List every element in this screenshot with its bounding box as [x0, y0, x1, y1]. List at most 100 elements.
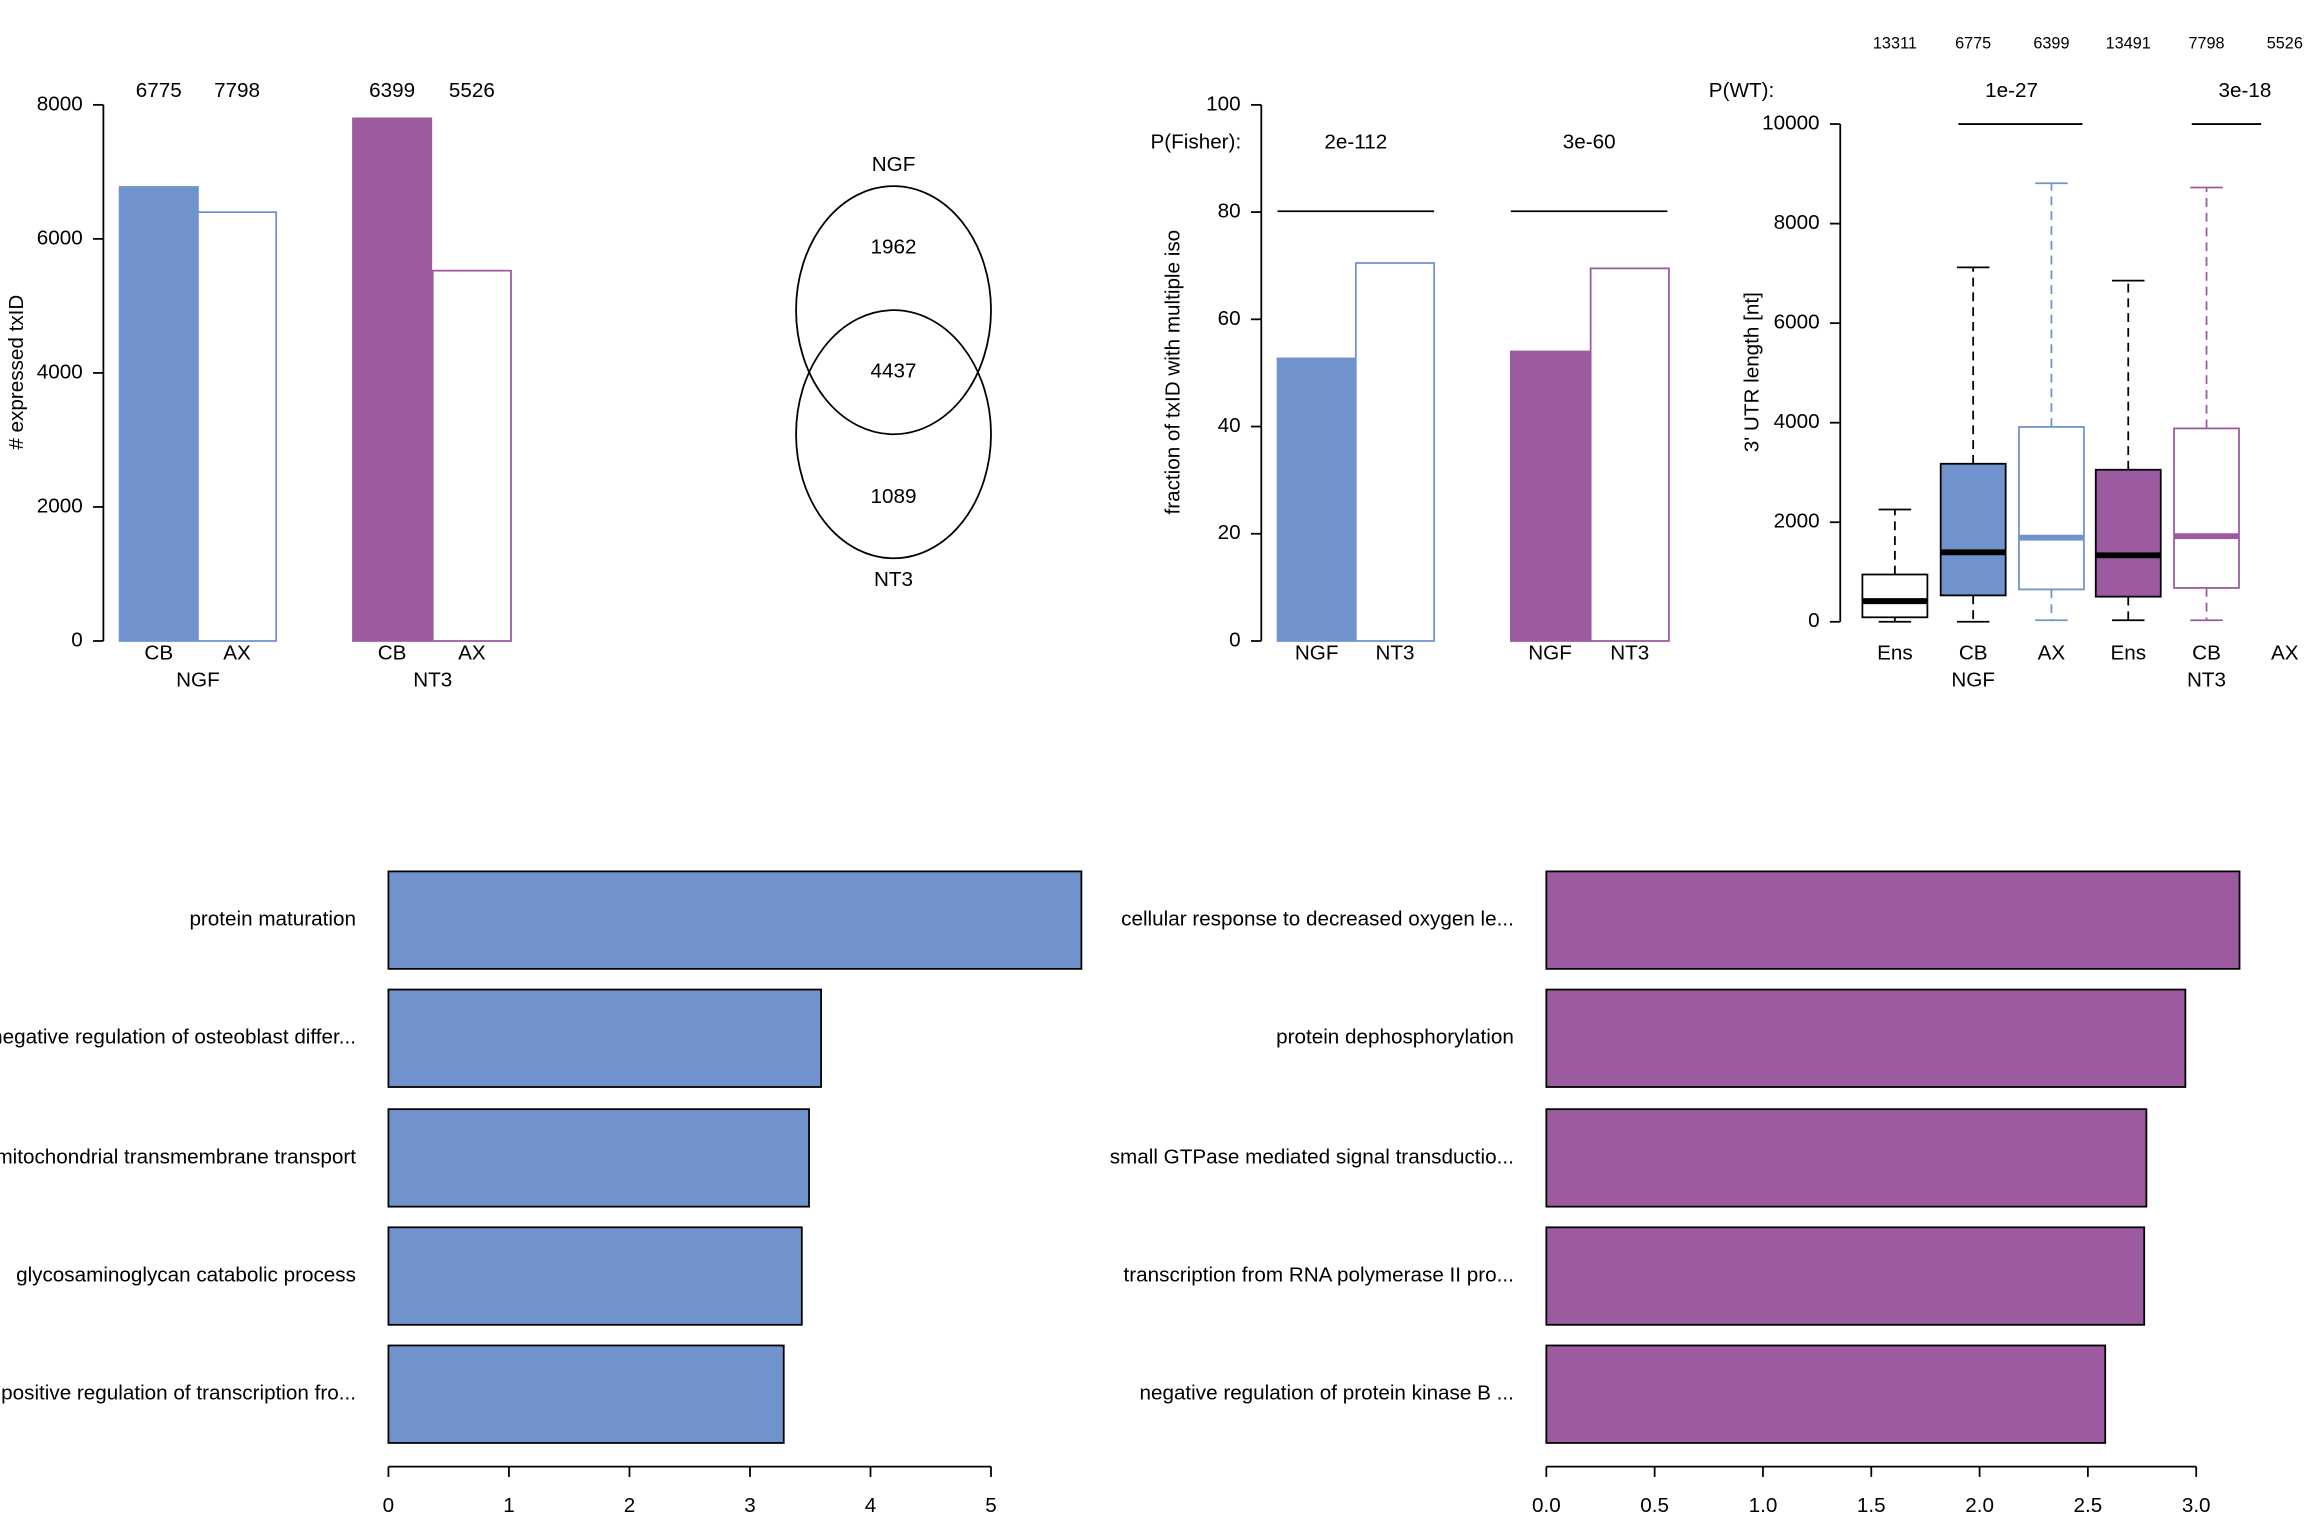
venn-count: 4437 [871, 360, 917, 383]
box [2018, 426, 2085, 591]
x-tick-label: 1.5 [1857, 1494, 1886, 1517]
group-label: NT3 [413, 668, 452, 691]
x-tick-label: NGF [1528, 642, 1572, 665]
x-tick-label: NT3 [1610, 642, 1649, 665]
y-tick-label: 60 [1218, 307, 1241, 330]
x-tick-label: AX [2038, 642, 2066, 665]
test-label: P(Fisher): [1151, 131, 1242, 154]
x-tick-label: 0.5 [1640, 1494, 1669, 1517]
y-tick-label: 80 [1218, 200, 1241, 223]
x-tick-label: 4 [865, 1494, 876, 1517]
y-tick-label: 6000 [37, 226, 83, 249]
x-tick-label: CB [144, 642, 173, 665]
x-tick-label: CB [1959, 642, 1988, 665]
bar [387, 1344, 785, 1444]
x-tick-label: 2.0 [1965, 1494, 1994, 1517]
y-tick-label: 0 [1229, 628, 1240, 651]
x-tick-label: 0.0 [1532, 1494, 1561, 1517]
test-label: P(WT): [1709, 79, 1774, 102]
x-tick-label: AX [458, 642, 486, 665]
category-label: negative regulation of protein kinase B … [1139, 1382, 1513, 1405]
count-label: 6775 [1955, 35, 1991, 53]
y-tick-label: 2000 [37, 494, 83, 517]
x-tick-label: 2.5 [2074, 1494, 2103, 1517]
bar [352, 117, 433, 642]
category-label: negative regulation of osteoblast differ… [0, 1026, 356, 1049]
bar [1545, 988, 2187, 1088]
bar [1510, 350, 1591, 642]
box [2094, 468, 2162, 598]
bar [387, 1108, 810, 1208]
p-value: 3e-18 [2219, 79, 2272, 102]
x-tick-label: 3 [744, 1494, 756, 1517]
category-label: small GTPase mediated signal transductio… [1110, 1145, 1514, 1168]
x-tick-label: Ens [1877, 642, 1913, 665]
category-label: cellular response to decreased oxygen le… [1121, 908, 1514, 931]
y-tick-label: 40 [1218, 414, 1241, 437]
x-tick-label: AX [223, 642, 251, 665]
x-tick-label: 3.0 [2182, 1494, 2211, 1517]
group-label: NGF [176, 668, 220, 691]
y-tick-label: 6000 [1774, 311, 1820, 334]
group-label: NT3 [2187, 668, 2226, 691]
bar [1276, 357, 1357, 642]
count-label: 5526 [2267, 35, 2303, 53]
y-tick-label: 100 [1206, 92, 1240, 115]
y-tick-label: 8000 [37, 92, 83, 115]
y-axis-label: fraction of txID with multiple iso [1162, 230, 1185, 515]
bar [118, 186, 199, 642]
p-value: 1e-27 [1985, 79, 2038, 102]
category-label: transcription from RNA polymerase II pro… [1124, 1264, 1514, 1287]
count-label: 7798 [214, 79, 260, 102]
count-label: 7798 [2188, 35, 2224, 53]
y-tick-label: 4000 [37, 360, 83, 383]
category-label: protein dephosphorylation [1276, 1026, 1514, 1049]
category-label: glycosaminoglycan catabolic process [16, 1264, 356, 1287]
y-tick-label: 0 [1808, 609, 1820, 632]
x-tick-label: NT3 [1375, 642, 1414, 665]
bar [1545, 1226, 2146, 1326]
x-tick-label: AX [2271, 642, 2299, 665]
category-label: protein maturation [189, 908, 356, 931]
x-tick-label: 5 [985, 1494, 996, 1517]
box [1861, 573, 1929, 619]
y-tick-label: 0 [71, 628, 83, 651]
x-tick-label: NGF [1295, 642, 1339, 665]
x-tick-label: CB [378, 642, 407, 665]
x-tick-label: 2 [624, 1494, 636, 1517]
bar [1545, 1108, 2148, 1208]
x-tick-label: 1.0 [1749, 1494, 1778, 1517]
bar [387, 1226, 803, 1326]
x-tick-label: CB [2192, 642, 2221, 665]
bar [1545, 870, 2241, 970]
p-value: 3e-60 [1563, 131, 1616, 154]
x-tick-label: 1 [503, 1494, 515, 1517]
category-label: positive regulation of transcription fro… [1, 1382, 356, 1405]
count-label: 13491 [2106, 35, 2151, 53]
box [2173, 427, 2240, 589]
bar [1589, 267, 1670, 642]
y-axis-label: # expressed txID [5, 295, 28, 450]
y-tick-label: 2000 [1774, 510, 1820, 533]
x-tick-label: 0 [383, 1494, 395, 1517]
bar [387, 870, 1083, 970]
count-label: 6399 [369, 79, 415, 102]
y-tick-label: 8000 [1774, 211, 1820, 234]
set-label: NT3 [874, 568, 913, 591]
venn-circle [795, 185, 992, 436]
bar [387, 988, 822, 1088]
y-tick-label: 20 [1218, 521, 1241, 544]
venn-count: 1962 [871, 236, 917, 259]
set-label: NGF [872, 153, 916, 176]
group-label: NGF [1951, 668, 1995, 691]
count-label: 5526 [449, 79, 495, 102]
count-label: 6399 [2033, 35, 2069, 53]
bar [197, 211, 278, 642]
count-label: 6775 [136, 79, 182, 102]
venn-count: 1089 [871, 485, 917, 508]
bar [1545, 1344, 2107, 1444]
box [1939, 462, 2007, 597]
x-tick-label: Ens [2110, 642, 2146, 665]
venn-circle [795, 309, 992, 560]
